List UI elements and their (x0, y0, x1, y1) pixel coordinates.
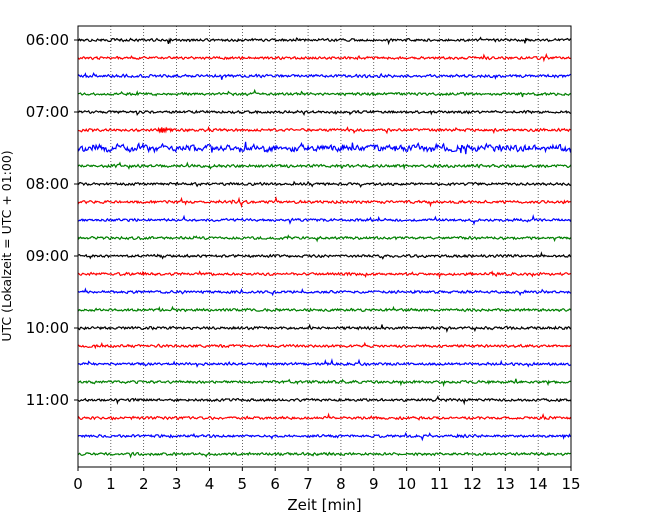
trace-1015 (77, 341, 572, 350)
trace-1100 (77, 394, 572, 406)
x-tick-label: 14 (529, 475, 548, 493)
x-tick-label: 7 (303, 475, 313, 493)
y-tick-label: 08:00 (26, 175, 69, 193)
y-axis-label: UTC (Lokalzeit = UTC + 01:00) (0, 150, 14, 341)
y-axis: 06:00 07:00 08:00 09:00 10:00 11:00 (26, 31, 78, 409)
trace-1000 (77, 323, 572, 334)
x-tick-label: 3 (172, 475, 182, 493)
trace-0745 (77, 161, 572, 171)
x-axis-label: Zeit [min] (287, 496, 361, 514)
trace-0845 (77, 234, 572, 243)
trace-0615 (77, 52, 572, 63)
x-tick-label: 12 (463, 475, 482, 493)
x-tick-label: 13 (496, 475, 515, 493)
trace-0630 (77, 71, 572, 80)
trace-0715 (77, 125, 572, 135)
x-tick-label: 8 (336, 475, 346, 493)
trace-0645 (77, 88, 572, 98)
trace-1030 (77, 358, 572, 369)
x-tick-label: 9 (369, 475, 379, 493)
x-tick-label: 1 (106, 475, 116, 493)
trace-0830 (77, 214, 572, 226)
y-tick-label: 07:00 (26, 103, 69, 121)
x-axis: 0 1 2 3 4 5 6 7 8 9 10 11 12 13 14 15 (73, 467, 581, 493)
x-tick-label: 15 (561, 475, 580, 493)
y-tick-label: 11:00 (26, 391, 69, 409)
trace-0800 (77, 180, 572, 189)
x-tick-label: 11 (430, 475, 449, 493)
x-tick-label: 2 (139, 475, 149, 493)
trace-1130 (77, 431, 572, 442)
y-tick-label: 06:00 (26, 31, 69, 49)
x-tick-label: 0 (73, 475, 83, 493)
trace-1115 (77, 412, 572, 421)
plot-frame (77, 25, 572, 468)
trace-0600 (77, 36, 572, 46)
trace-0900 (77, 251, 572, 260)
trace-0815 (77, 195, 572, 209)
y-tick-label: 09:00 (26, 247, 69, 265)
x-tick-label: 10 (397, 475, 416, 493)
trace-1145 (77, 451, 572, 459)
trace-0700 (77, 109, 572, 117)
x-tick-label: 6 (270, 475, 280, 493)
x-tick-label: 5 (238, 475, 248, 493)
trace-0730 (77, 141, 572, 155)
traces (77, 36, 572, 459)
y-tick-label: 10:00 (26, 319, 69, 337)
trace-0915 (77, 270, 572, 279)
trace-1045 (77, 378, 572, 388)
trace-0930 (77, 287, 572, 297)
x-tick-label: 4 (205, 475, 215, 493)
trace-0945 (77, 305, 572, 313)
